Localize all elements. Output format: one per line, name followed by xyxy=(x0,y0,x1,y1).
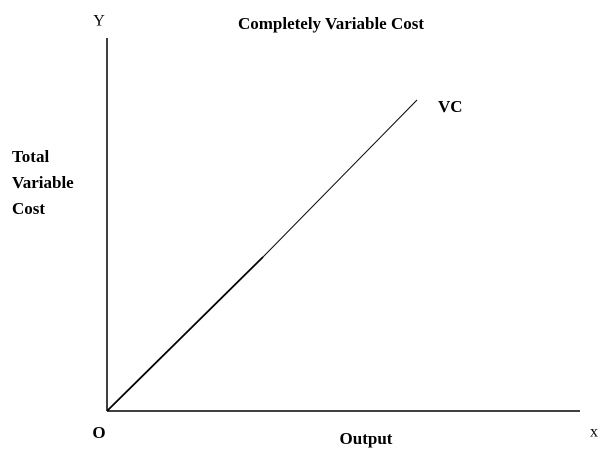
vc-line xyxy=(106,256,264,412)
title: Completely Variable Cost xyxy=(238,14,424,33)
curve-label: VC xyxy=(438,97,463,116)
y-axis-title: Total xyxy=(12,147,49,166)
y-axis-title: Variable xyxy=(12,173,74,192)
vc-line xyxy=(262,99,418,258)
origin-label: O xyxy=(92,423,105,442)
y-axis-title: Cost xyxy=(12,199,45,218)
x-axis-title: Output xyxy=(340,429,393,448)
y-letter: Y xyxy=(93,13,105,30)
x-letter: x xyxy=(590,424,598,441)
